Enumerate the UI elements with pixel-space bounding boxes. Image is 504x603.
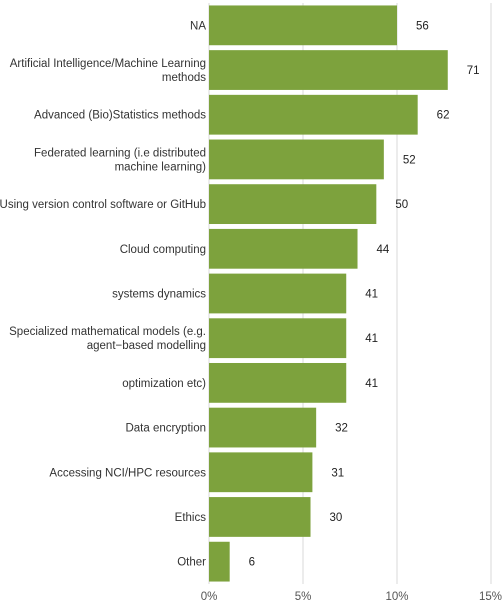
value-label: 62 <box>437 110 450 122</box>
category-label-line: Ethics <box>175 512 207 524</box>
value-label: 50 <box>395 199 408 211</box>
category-label-line: NA <box>190 20 206 32</box>
bar <box>209 184 377 225</box>
category-label: Using version control software or GitHub <box>0 199 206 211</box>
bar <box>209 5 397 46</box>
x-tick-label: 15% <box>479 591 502 603</box>
value-label: 71 <box>467 65 480 77</box>
value-label: 41 <box>365 333 378 345</box>
category-label-line: Data encryption <box>125 423 206 435</box>
category-label-line: Advanced (Bio)Statistics methods <box>34 110 206 122</box>
category-labels: NA Artificial Intelligence/Machine Learni… <box>0 20 206 568</box>
category-label-line: Artificial Intelligence/Machine Learning <box>10 58 206 70</box>
category-label: Ethics <box>175 512 207 524</box>
x-tick-label: 5% <box>295 591 312 603</box>
value-label: 31 <box>331 467 344 479</box>
bar <box>209 228 358 269</box>
bar <box>209 318 347 359</box>
bar <box>209 452 313 493</box>
bar <box>209 541 230 582</box>
category-label: Artificial Intelligence/Machine Learning… <box>10 58 206 84</box>
category-label-line: Federated learning (i.e distributed <box>34 147 206 159</box>
x-axis-ticks: 0% 5% 10% 15% <box>201 591 502 603</box>
category-label: Federated learning (i.e distributed machi… <box>34 147 206 173</box>
value-label: 52 <box>403 154 416 166</box>
category-label: NA <box>190 20 206 32</box>
category-label-line: Using version control software or GitHub <box>0 199 206 211</box>
category-label-line: Cloud computing <box>120 244 206 256</box>
category-label: Cloud computing <box>120 244 206 256</box>
value-label: 41 <box>365 289 378 301</box>
category-label: Other <box>177 557 206 569</box>
value-label: 30 <box>330 512 343 524</box>
x-tick-label: 0% <box>201 591 218 603</box>
value-label: 56 <box>416 20 429 32</box>
category-label: systems dynamics <box>112 289 206 301</box>
bar <box>209 50 448 90</box>
value-label: 44 <box>377 244 390 256</box>
bar <box>209 407 317 448</box>
category-label: Data encryption <box>125 423 206 435</box>
bar <box>209 139 384 180</box>
value-label: 41 <box>365 378 378 390</box>
category-label-line: systems dynamics <box>112 289 206 301</box>
category-label-line: Specialized mathematical models (e.g. <box>9 326 206 338</box>
category-label: optimization etc) <box>122 378 206 390</box>
bars <box>209 5 448 582</box>
bar <box>209 273 347 314</box>
category-label-line: agent−based modelling <box>87 340 206 352</box>
value-labels: 56 71 62 52 50 44 41 41 41 32 31 30 6 <box>249 20 480 568</box>
category-label-line: machine learning) <box>115 161 207 173</box>
value-label: 32 <box>335 423 348 435</box>
category-label: Accessing NCI/HPC resources <box>49 467 206 479</box>
bar <box>209 497 311 537</box>
value-label: 6 <box>249 557 255 569</box>
category-label: Specialized mathematical models (e.g. age… <box>9 326 206 352</box>
category-label-line: methods <box>162 72 206 84</box>
category-label-line: optimization etc) <box>122 378 206 390</box>
bar <box>209 94 418 135</box>
category-label-line: Other <box>177 557 206 569</box>
bar <box>209 362 347 403</box>
category-label: Advanced (Bio)Statistics methods <box>34 110 206 122</box>
x-tick-label: 10% <box>385 591 408 603</box>
category-label-line: Accessing NCI/HPC resources <box>49 467 206 479</box>
